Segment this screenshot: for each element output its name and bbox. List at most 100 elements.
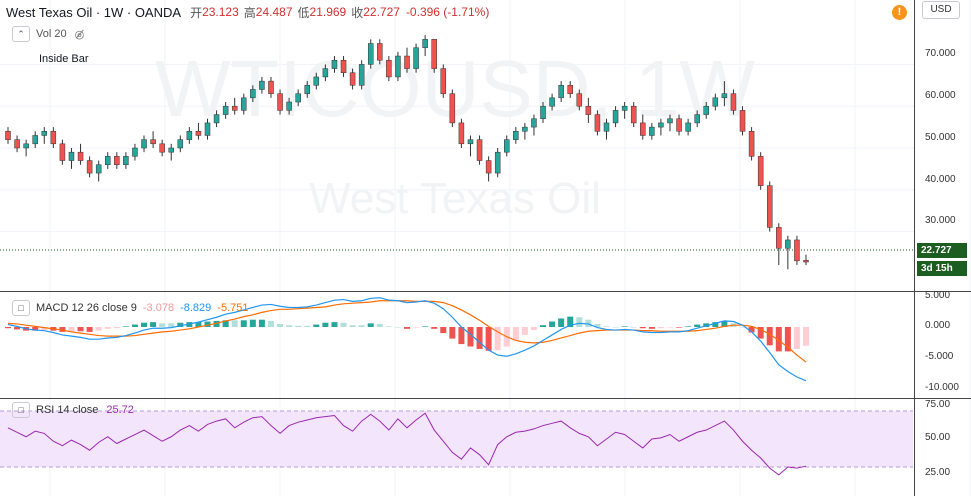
candle-body xyxy=(250,89,256,99)
macd-histogram-bar xyxy=(458,327,465,345)
macd-histogram-bar xyxy=(585,319,592,327)
macd-histogram-bar xyxy=(657,327,664,329)
macd-histogram-bar xyxy=(195,322,202,327)
currency-button[interactable]: USD xyxy=(922,1,960,19)
macd-histogram-bar xyxy=(113,327,120,329)
candle-body xyxy=(785,239,791,249)
macd-histogram-bar xyxy=(331,322,338,327)
macd-histogram-bar xyxy=(358,325,365,327)
open-label: 开 xyxy=(190,5,203,20)
macd-layer xyxy=(5,297,809,382)
macd-histogram-bar xyxy=(775,327,782,352)
close-label: 收 xyxy=(351,5,364,20)
candle-body xyxy=(367,43,374,65)
macd-histogram-bar xyxy=(721,321,728,327)
vol-legend: ⌃ Vol 20 ◎̸ xyxy=(12,26,84,42)
macd-histogram-bar xyxy=(95,327,102,331)
candle-body xyxy=(304,85,310,94)
macd-histogram-bar xyxy=(521,327,528,335)
candle-body xyxy=(721,93,728,99)
candle-body xyxy=(730,93,737,111)
macd-histogram-bar xyxy=(594,323,601,327)
rsi-layer xyxy=(7,412,807,476)
eye-hidden-icon[interactable]: ◎̸ xyxy=(74,28,85,41)
candle-body xyxy=(640,122,646,136)
candle-body xyxy=(494,151,501,174)
candle-body xyxy=(757,156,764,186)
candle-body xyxy=(286,101,292,111)
macd-histogram-bar xyxy=(676,327,683,328)
candle-body xyxy=(331,59,338,69)
candle-body xyxy=(766,185,773,228)
candle-body xyxy=(422,39,428,48)
macd-histogram-bar xyxy=(340,322,347,327)
candle-body xyxy=(259,80,265,90)
candle-body xyxy=(630,105,637,124)
macd-histogram-bar xyxy=(603,326,610,327)
candle-body xyxy=(603,122,610,132)
macd-histogram-bar xyxy=(122,326,129,327)
macd-histogram-bar xyxy=(440,327,447,334)
macd-settings-icon[interactable]: □ xyxy=(12,300,30,316)
macd-histogram-bar xyxy=(757,327,764,339)
macd-histogram-bar xyxy=(784,327,791,352)
candle-body xyxy=(531,118,537,128)
macd-histogram-bar xyxy=(385,326,392,327)
macd-histogram-bar xyxy=(86,327,93,332)
price-tick: 30.000 xyxy=(925,215,956,226)
macd-histogram-bar xyxy=(141,322,148,327)
candle-body xyxy=(386,59,392,78)
macd-histogram-bar xyxy=(793,327,800,349)
alert-icon[interactable]: ! xyxy=(892,5,907,20)
candle-body xyxy=(313,76,320,86)
candle-body xyxy=(150,139,156,145)
macd-histogram-bar xyxy=(558,318,565,327)
macd-histogram-bar xyxy=(413,327,420,328)
macd-histogram-bar xyxy=(467,327,474,347)
watermark-sub: West Texas Oil xyxy=(309,174,601,223)
macd-line xyxy=(7,297,807,382)
candle-body xyxy=(594,114,601,132)
macd-histogram-bar xyxy=(322,322,329,327)
macd-tick: 5.000 xyxy=(925,290,951,301)
candle-body xyxy=(612,110,619,124)
macd-tick: -10.000 xyxy=(925,382,959,393)
candle-body xyxy=(141,139,147,149)
candle-body xyxy=(558,85,564,99)
macd-histogram-bar xyxy=(77,327,84,332)
macd-histogram-bar xyxy=(639,327,646,329)
candle-body xyxy=(50,131,57,145)
macd-histogram-bar xyxy=(249,319,256,327)
macd-histogram-bar xyxy=(367,323,374,327)
candle-body xyxy=(513,131,519,140)
macd-histogram-bar xyxy=(549,321,556,327)
macd-label: MACD 12 26 close 9 xyxy=(36,302,137,314)
high-label: 高 xyxy=(243,5,256,20)
symbol-title[interactable]: West Texas Oil · 1W · OANDA xyxy=(6,4,182,20)
macd-histogram-bar xyxy=(5,327,11,329)
macd-histogram-bar xyxy=(240,320,247,327)
macd-histogram-bar xyxy=(685,326,692,327)
candle-body xyxy=(404,55,410,69)
last-price-label: 22.727 xyxy=(917,243,967,258)
candle-body xyxy=(476,139,483,161)
candle-body xyxy=(222,105,229,115)
rsi-settings-icon[interactable]: □ xyxy=(12,402,30,418)
macd-histogram-bar xyxy=(313,324,320,327)
macd-histogram-bar xyxy=(168,323,175,327)
macd-histogram-bar xyxy=(304,325,311,327)
candle-body xyxy=(68,151,75,161)
macd-histogram-bar xyxy=(612,327,619,328)
candle-body xyxy=(114,156,120,165)
candle-body xyxy=(32,135,38,145)
candle-body xyxy=(549,97,555,107)
macd-histogram-bar xyxy=(41,327,48,331)
macd-histogram-bar xyxy=(694,324,701,327)
candle-body xyxy=(204,122,211,136)
candle-body xyxy=(621,105,628,111)
collapse-toggle-icon[interactable]: ⌃ xyxy=(12,26,30,42)
candle-body xyxy=(168,147,174,153)
candle-body xyxy=(794,239,800,262)
chart-header: West Texas Oil · 1W · OANDA 开 23.123 高 24.… xyxy=(6,2,491,22)
